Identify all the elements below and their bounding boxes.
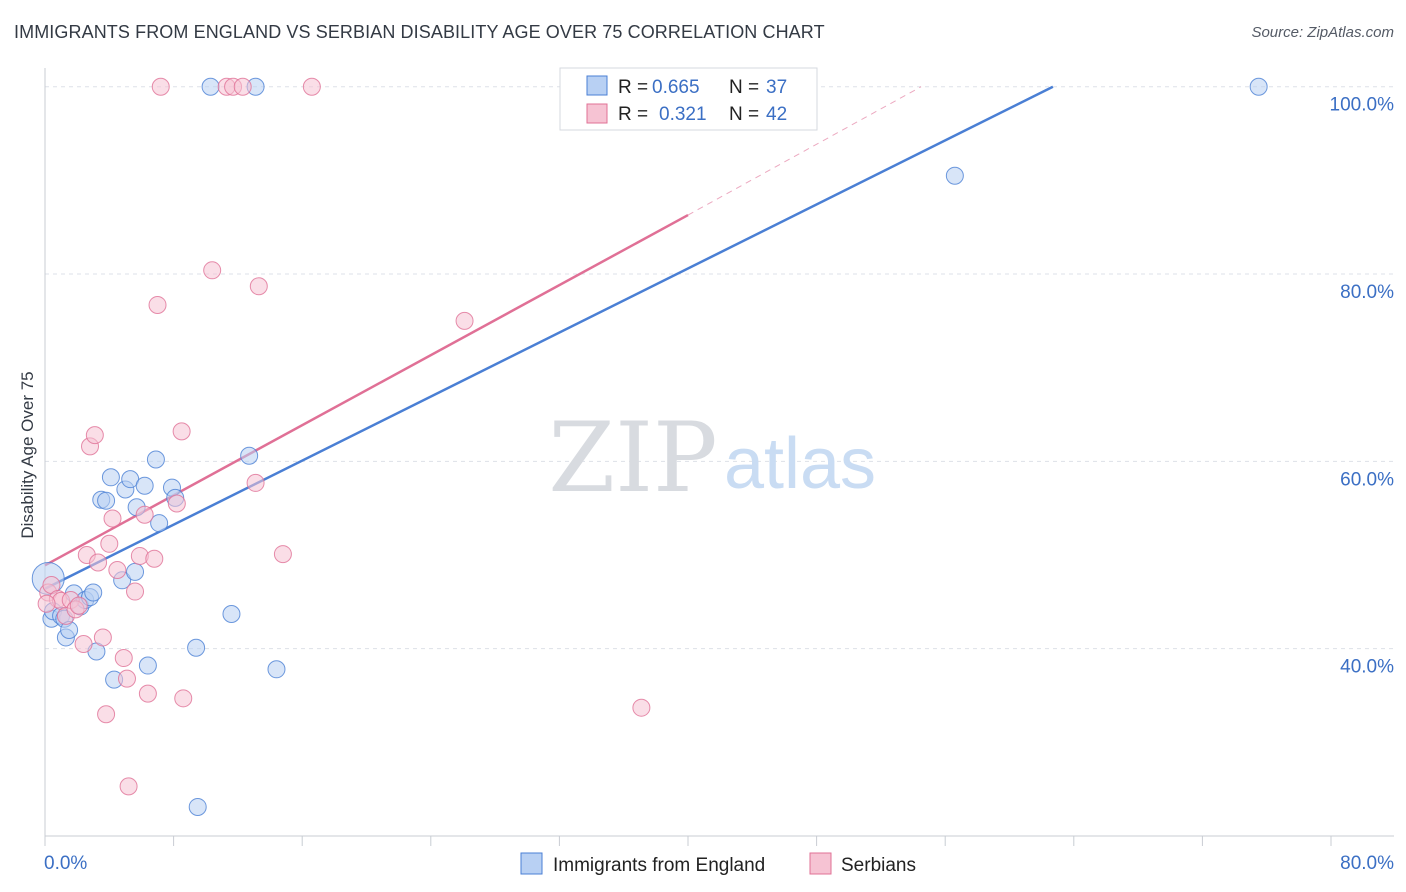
y-tick-labels: 40.0% 60.0% 80.0% 100.0%	[1330, 95, 1395, 678]
legend-r-value-1: 0.665	[652, 77, 700, 98]
point-serbians-19	[117, 669, 136, 688]
trend-line-england	[44, 85, 1054, 590]
point-england-32	[240, 446, 259, 465]
point-england-14	[97, 491, 116, 510]
point-england-24	[146, 450, 165, 469]
y-axis-label: Disability Age Over 75	[18, 371, 37, 538]
point-england-23	[138, 656, 157, 675]
point-serbians-24	[138, 684, 157, 703]
y-tick-label-3: 100.0%	[1330, 95, 1395, 116]
point-england-29	[188, 797, 207, 816]
point-england-11	[84, 583, 103, 602]
x-tick-labels: 0.0% 80.0%	[44, 853, 1394, 874]
point-serbians-15	[100, 534, 119, 553]
data-points	[31, 77, 1268, 816]
point-serbians-39	[455, 311, 474, 330]
bottom-legend-label-england: Immigrants from England	[553, 855, 765, 876]
point-england-15	[101, 468, 120, 487]
point-england-20	[126, 562, 145, 581]
point-england-31	[222, 605, 241, 624]
legend-n-value-2: 42	[766, 104, 787, 125]
legend-r-value-2: 0.321	[659, 104, 707, 125]
point-england-35	[945, 166, 964, 185]
point-serbians-7	[69, 596, 88, 615]
watermark-atlas: atlas	[724, 424, 876, 504]
point-england-36	[1249, 77, 1268, 96]
legend: R = 0.665 N = 37 R = 0.321 N = 42	[559, 67, 818, 131]
point-serbians-18	[114, 649, 133, 668]
point-serbians-13	[93, 628, 112, 647]
bottom-legend-label-serbians: Serbians	[841, 855, 916, 876]
point-england-30	[201, 77, 220, 96]
legend-n-value-1: 37	[766, 77, 787, 98]
watermark: ZIP atlas	[548, 402, 876, 514]
legend-r-label-1: R =	[618, 77, 648, 98]
legend-n-label-1: N =	[729, 77, 759, 98]
bottom-legend-swatch-pink	[809, 852, 832, 875]
y-tick-label-2: 80.0%	[1340, 282, 1394, 303]
point-serbians-20	[119, 777, 138, 796]
x-tick-label-0: 0.0%	[44, 853, 87, 874]
legend-n-label-2: N =	[729, 104, 759, 125]
point-england-28	[187, 638, 206, 657]
point-serbians-38	[302, 77, 321, 96]
point-serbians-30	[174, 689, 193, 708]
point-serbians-36	[249, 277, 268, 296]
legend-swatch-blue	[586, 75, 608, 96]
y-tick-label-1: 60.0%	[1340, 469, 1394, 490]
watermark-zip: ZIP	[548, 402, 717, 514]
point-serbians-37	[273, 545, 292, 564]
y-tick-label-0: 40.0%	[1340, 657, 1394, 678]
grid-lines	[45, 86, 1394, 650]
point-serbians-16	[103, 509, 122, 528]
bottom-legend: Immigrants from England Serbians	[520, 852, 916, 876]
point-serbians-23	[135, 505, 154, 524]
point-serbians-28	[167, 494, 186, 513]
point-serbians-29	[172, 422, 191, 441]
trend-line-serbians	[44, 213, 689, 567]
bottom-legend-swatch-blue	[520, 852, 543, 875]
trend-line-serbians-extension	[687, 86, 922, 216]
point-serbians-35	[246, 473, 265, 492]
source-label: Source: ZipAtlas.com	[1251, 24, 1394, 41]
point-serbians-8	[74, 635, 93, 653]
point-serbians-14	[97, 705, 116, 724]
chart-title: IMMIGRANTS FROM ENGLAND VS SERBIAN DISAB…	[14, 22, 825, 42]
point-serbians-21	[126, 582, 145, 601]
legend-r-label-2: R =	[618, 104, 648, 125]
point-england-22	[135, 476, 154, 495]
point-serbians-31	[203, 261, 222, 280]
point-serbians-17	[108, 561, 127, 580]
point-serbians-11	[85, 426, 104, 445]
point-serbians-26	[148, 295, 167, 314]
legend-swatch-pink	[586, 103, 608, 124]
point-serbians-34	[233, 77, 252, 96]
axes	[44, 68, 1394, 846]
x-tick-label-1: 80.0%	[1340, 853, 1394, 874]
point-serbians-25	[145, 549, 164, 568]
point-england-34	[267, 660, 286, 679]
point-serbians-41	[37, 594, 56, 613]
trend-lines	[44, 85, 1054, 590]
point-serbians-12	[89, 553, 108, 572]
point-serbians-40	[632, 698, 651, 717]
point-england-25	[150, 514, 169, 533]
point-serbians-27	[151, 77, 170, 96]
